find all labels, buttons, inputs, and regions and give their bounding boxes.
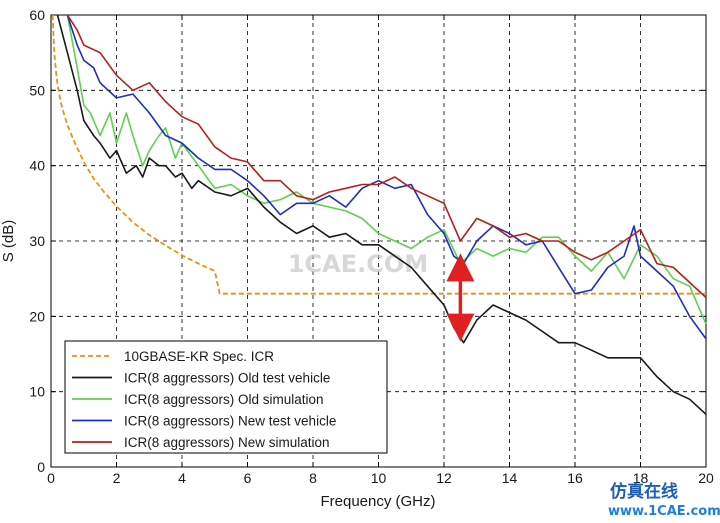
watermark-text: 1CAE.COM xyxy=(288,250,428,278)
series-line-2 xyxy=(66,14,707,325)
watermark: 1CAE.COM xyxy=(288,250,428,278)
x-axis-label: Frequency (GHz) xyxy=(320,493,435,510)
x-tick-label: 4 xyxy=(178,470,186,486)
series-lines xyxy=(51,14,707,415)
legend-label: ICR(8 aggressors) New test vehicle xyxy=(124,414,336,429)
legend: 10GBASE-KR Spec. ICR ICR(8 aggressors) Ol… xyxy=(64,340,388,454)
x-tick-label: 20 xyxy=(698,470,714,486)
logo-chinese-text: 仿真在线 xyxy=(610,481,678,502)
legend-label: 10GBASE-KR Spec. ICR xyxy=(124,349,274,364)
legend-label: ICR(8 aggressors) Old test vehicle xyxy=(124,371,330,386)
x-tick-label: 10 xyxy=(371,470,387,486)
legend-label: ICR(8 aggressors) New simulation xyxy=(124,435,330,450)
x-tick-label: 8 xyxy=(309,470,317,486)
x-tick-label: 6 xyxy=(244,470,252,486)
y-tick-label: 10 xyxy=(29,384,45,400)
x-tick-label: 12 xyxy=(436,470,452,486)
y-axis-label: S (dB) xyxy=(0,220,17,263)
x-tick-label: 2 xyxy=(113,470,121,486)
y-tick-label: 20 xyxy=(29,308,45,324)
x-tick-label: 0 xyxy=(47,470,55,486)
site-logo: 仿真在线 www.1CAE.com xyxy=(608,481,720,519)
x-tick-label: 14 xyxy=(502,470,518,486)
legend-box xyxy=(64,340,388,454)
tick-labels: 0 2 4 6 8 10 12 14 16 18 20 0 10 20 30 40 50 60 xyxy=(29,7,714,486)
y-tick-label: 40 xyxy=(29,158,45,174)
x-tick-label: 16 xyxy=(567,470,583,486)
series-line-4 xyxy=(66,14,707,299)
y-tick-label: 30 xyxy=(29,233,45,249)
series-line-1 xyxy=(56,14,707,415)
legend-label: ICR(8 aggressors) Old simulation xyxy=(124,392,324,407)
logo-url-text: www.1CAE.com xyxy=(608,504,720,519)
y-tick-label: 50 xyxy=(29,82,45,98)
x-tick-label: 18 xyxy=(633,470,649,486)
y-tick-label: 0 xyxy=(37,459,45,475)
series-line-3 xyxy=(66,14,707,340)
series-line-0 xyxy=(51,14,706,295)
y-tick-label: 60 xyxy=(29,7,45,23)
